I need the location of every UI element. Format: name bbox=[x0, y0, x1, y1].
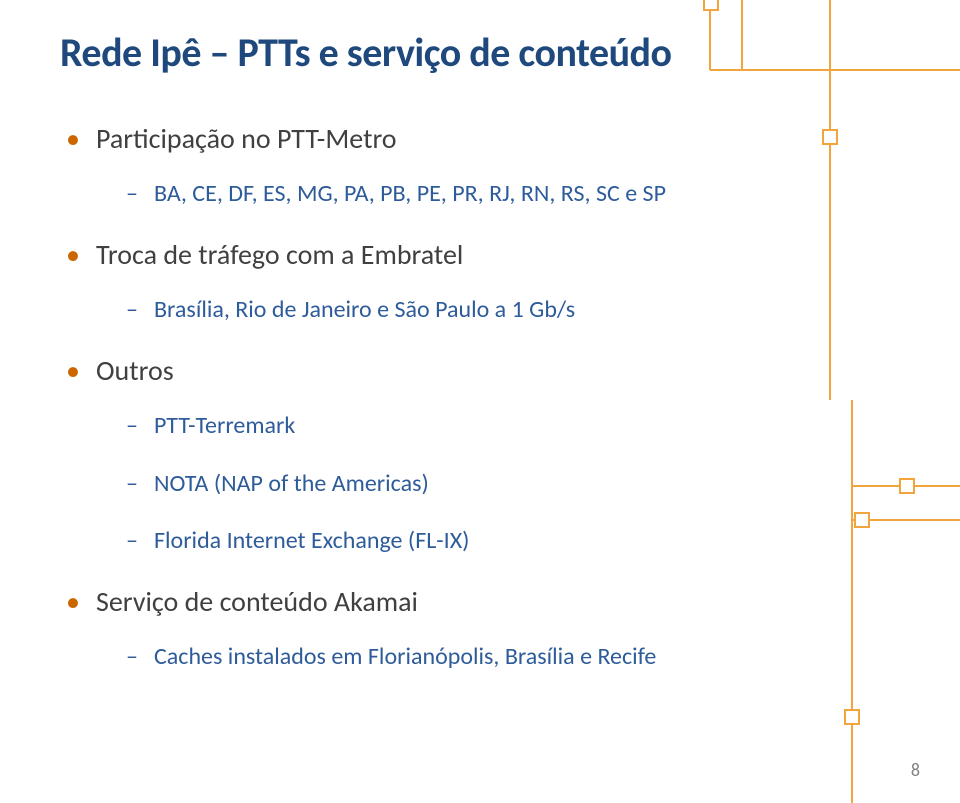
list-item: Troca de tráfego com a Embratel Brasília… bbox=[66, 237, 900, 325]
sub-bullet-label: Brasília, Rio de Janeiro e São Paulo a 1… bbox=[154, 295, 575, 324]
list-item: Outros PTT-Terremark NOTA (NAP of the Am… bbox=[66, 353, 900, 556]
sub-bullet-label: Caches instalados em Florianópolis, Bras… bbox=[154, 642, 656, 671]
bullet-label: Outros bbox=[96, 353, 174, 388]
sub-bullet-label: PTT-Terremark bbox=[154, 411, 295, 440]
sub-bullet-label: Florida Internet Exchange (FL-IX) bbox=[154, 526, 469, 555]
slide-title: Rede Ipê – PTTs e serviço de conteúdo bbox=[60, 28, 900, 77]
sub-list-item: PTT-Terremark bbox=[126, 410, 900, 441]
bullet-label: Troca de tráfego com a Embratel bbox=[96, 237, 463, 272]
sub-list-item: Brasília, Rio de Janeiro e São Paulo a 1… bbox=[126, 294, 900, 325]
sub-list-item: Florida Internet Exchange (FL-IX) bbox=[126, 525, 900, 556]
bullet-label: Participação no PTT-Metro bbox=[96, 121, 397, 156]
page-number: 8 bbox=[911, 759, 920, 781]
slide: Rede Ipê – PTTs e serviço de conteúdo Pa… bbox=[0, 0, 960, 803]
list-item: Participação no PTT-Metro BA, CE, DF, ES… bbox=[66, 121, 900, 209]
sub-bullet-label: NOTA (NAP of the Americas) bbox=[154, 469, 429, 498]
list-item: Serviço de conteúdo Akamai Caches instal… bbox=[66, 584, 900, 672]
sub-list-item: BA, CE, DF, ES, MG, PA, PB, PE, PR, RJ, … bbox=[126, 178, 900, 209]
sub-list-item: Caches instalados em Florianópolis, Bras… bbox=[126, 641, 900, 672]
sub-list-item: NOTA (NAP of the Americas) bbox=[126, 468, 900, 499]
bullet-list: Participação no PTT-Metro BA, CE, DF, ES… bbox=[60, 121, 900, 672]
sub-bullet-label: BA, CE, DF, ES, MG, PA, PB, PE, PR, RJ, … bbox=[154, 179, 666, 208]
bullet-label: Serviço de conteúdo Akamai bbox=[96, 584, 418, 619]
